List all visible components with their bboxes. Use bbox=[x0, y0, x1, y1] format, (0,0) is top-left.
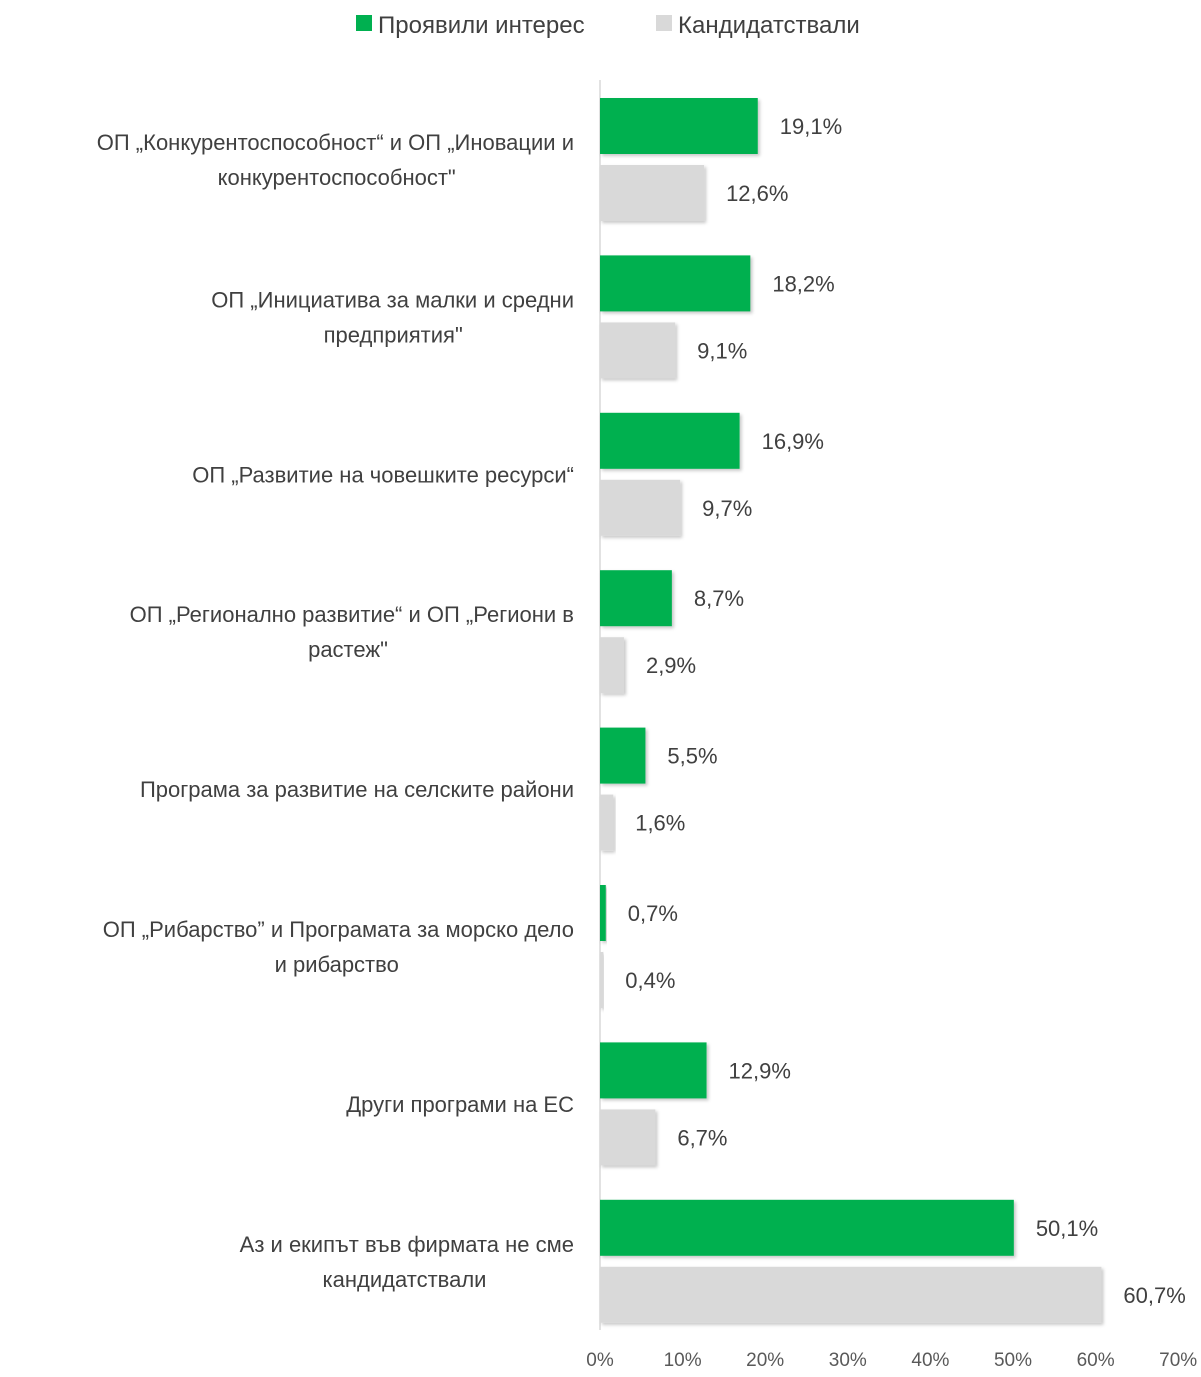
x-tick-label-1: 10% bbox=[664, 1350, 702, 1371]
data-label-0-3: 8,7% bbox=[694, 586, 744, 611]
data-label-0-1: 18,2% bbox=[772, 271, 834, 296]
category-label-7: Аз и екипът във фирмата не сме кандидатст… bbox=[240, 1232, 574, 1292]
bar-0-0 bbox=[600, 98, 758, 154]
category-labels: ОП „Конкурентоспособност“ и ОП „Иновации… bbox=[97, 130, 574, 1292]
data-label-0-2: 16,9% bbox=[762, 429, 824, 454]
data-label-1-0: 12,6% bbox=[726, 181, 788, 206]
x-tick-label-2: 20% bbox=[746, 1350, 784, 1371]
category-label-3: ОП „Регионално развитие“ и ОП „Региони в… bbox=[130, 602, 574, 662]
bar-1-3 bbox=[600, 637, 624, 694]
bar-1-6 bbox=[600, 1109, 656, 1166]
data-label-0-6: 12,9% bbox=[729, 1058, 791, 1083]
bars bbox=[600, 98, 1102, 1323]
legend-label-0: Проявили интерес bbox=[378, 12, 585, 39]
x-tick-label-7: 70% bbox=[1159, 1350, 1197, 1371]
category-label-2: ОП „Развитие на човешките ресурси“ bbox=[192, 462, 574, 487]
bar-1-5 bbox=[600, 952, 604, 1008]
x-tick-label-6: 60% bbox=[1077, 1350, 1115, 1371]
x-tick-label-3: 30% bbox=[829, 1350, 867, 1371]
x-tick-label-4: 40% bbox=[911, 1350, 949, 1371]
bar-1-4 bbox=[600, 794, 614, 851]
bar-1-0 bbox=[600, 165, 705, 221]
data-label-1-6: 6,7% bbox=[677, 1125, 727, 1150]
bar-0-1 bbox=[600, 255, 751, 312]
legend-swatch-0 bbox=[356, 15, 372, 31]
bar-0-3 bbox=[600, 570, 672, 627]
x-axis-tick-labels: 0% 10% 20% 30% 40% 50% 60% 70% bbox=[586, 1350, 1197, 1371]
data-label-0-0: 19,1% bbox=[780, 114, 842, 139]
data-label-1-5: 0,4% bbox=[625, 968, 675, 993]
x-tick-label-5: 50% bbox=[994, 1350, 1032, 1371]
x-tick-label-0: 0% bbox=[586, 1350, 614, 1371]
bar-0-5 bbox=[600, 885, 606, 941]
legend: Проявили интерес Кандидатствали bbox=[356, 12, 860, 39]
legend-swatch-1 bbox=[656, 15, 672, 31]
data-label-1-3: 2,9% bbox=[646, 653, 696, 678]
data-label-1-7: 60,7% bbox=[1123, 1283, 1185, 1308]
bar-1-1 bbox=[600, 322, 676, 379]
legend-label-1: Кандидатствали bbox=[678, 12, 860, 39]
data-label-1-2: 9,7% bbox=[702, 496, 752, 521]
bar-0-6 bbox=[600, 1042, 707, 1099]
bar-0-2 bbox=[600, 412, 740, 469]
category-label-0: ОП „Конкурентоспособност“ и ОП „Иновации… bbox=[97, 130, 574, 190]
bar-1-2 bbox=[600, 479, 681, 536]
bar-0-7 bbox=[600, 1199, 1014, 1256]
category-label-4: Програма за развитие на селските райони bbox=[140, 777, 574, 802]
bar-1-7 bbox=[600, 1266, 1102, 1323]
data-label-1-1: 9,1% bbox=[697, 338, 747, 363]
data-label-0-4: 5,5% bbox=[667, 744, 717, 769]
data-label-0-5: 0,7% bbox=[628, 901, 678, 926]
data-label-0-7: 50,1% bbox=[1036, 1216, 1098, 1241]
category-label-5: ОП „Рибарство” и Програмата за морско де… bbox=[103, 917, 574, 977]
category-label-6: Други програми на ЕС bbox=[346, 1092, 574, 1117]
data-label-1-4: 1,6% bbox=[635, 811, 685, 836]
bar-0-4 bbox=[600, 727, 646, 784]
category-label-1: ОП „Инициатива за малки и средни предприя… bbox=[211, 287, 574, 347]
data-labels: 19,1% 12,6% 18,2% 9,1% 16,9% 9,7% 8,7% 2,9% 5,5%… bbox=[625, 114, 1185, 1308]
